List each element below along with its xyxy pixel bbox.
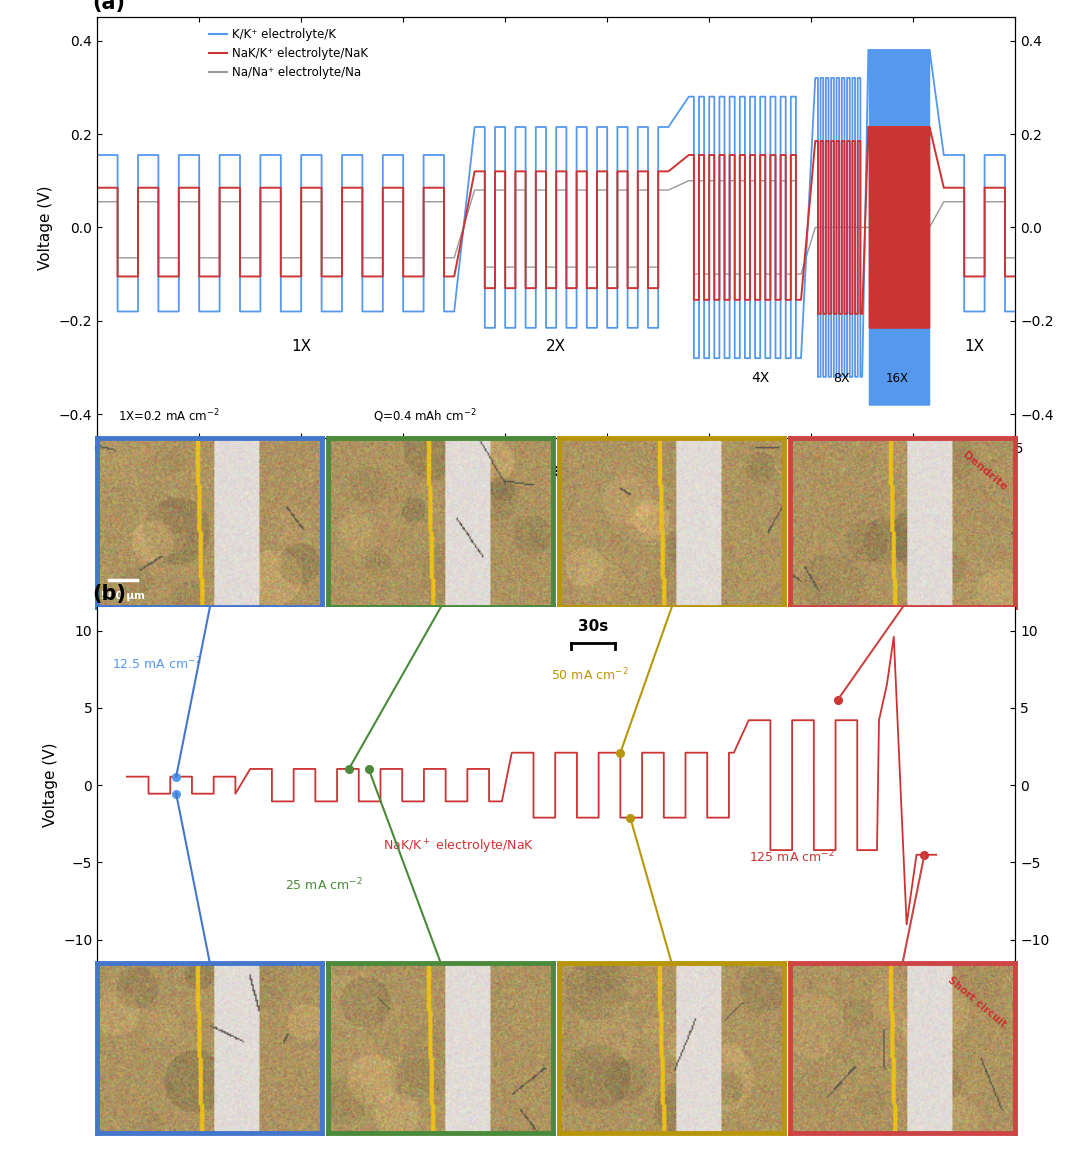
Text: 12.5 mA cm$^{-2}$: 12.5 mA cm$^{-2}$ (112, 656, 202, 673)
Text: 1X: 1X (964, 339, 985, 354)
Text: 125 mA cm$^{-2}$: 125 mA cm$^{-2}$ (748, 849, 835, 866)
Text: (b): (b) (93, 584, 126, 604)
Text: NaK/K$^+$ electrolyte/NaK: NaK/K$^+$ electrolyte/NaK (383, 837, 535, 856)
Text: 500 μm: 500 μm (102, 591, 145, 601)
Text: Dendrite: Dendrite (960, 450, 1009, 492)
X-axis label: Time (h): Time (h) (514, 462, 598, 480)
Text: (a): (a) (93, 0, 125, 13)
Text: 1X=0.2 mA cm$^{-2}$: 1X=0.2 mA cm$^{-2}$ (118, 407, 219, 424)
Text: Short circuit: Short circuit (946, 975, 1009, 1029)
Text: 1X: 1X (292, 339, 311, 354)
Text: 25 mA cm$^{-2}$: 25 mA cm$^{-2}$ (285, 876, 363, 894)
Text: 50 mA cm$^{-2}$: 50 mA cm$^{-2}$ (551, 666, 629, 683)
Y-axis label: Voltage (V): Voltage (V) (42, 743, 57, 827)
Text: 4X: 4X (751, 370, 769, 384)
Text: 16X: 16X (886, 371, 908, 384)
Text: 8X: 8X (834, 371, 850, 384)
Text: Q=0.4 mAh cm$^{-2}$: Q=0.4 mAh cm$^{-2}$ (373, 408, 476, 426)
Text: 2X: 2X (546, 339, 566, 354)
Text: 30s: 30s (578, 619, 608, 634)
Legend: K/K⁺ electrolyte/K, NaK/K⁺ electrolyte/NaK, Na/Na⁺ electrolyte/Na: K/K⁺ electrolyte/K, NaK/K⁺ electrolyte/N… (204, 23, 373, 84)
Y-axis label: Voltage (V): Voltage (V) (38, 185, 53, 269)
